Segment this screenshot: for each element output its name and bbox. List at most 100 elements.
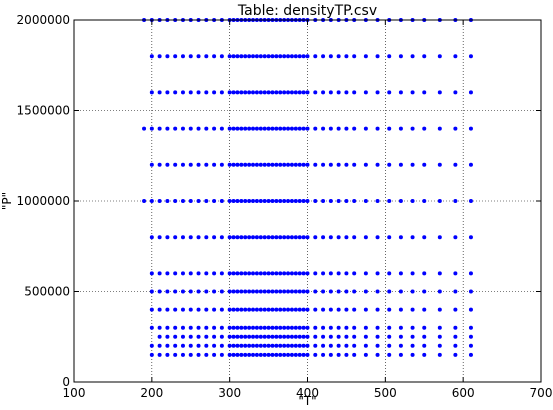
data-point	[266, 199, 271, 203]
data-point	[453, 90, 458, 95]
data-point	[270, 126, 275, 131]
data-point	[387, 334, 392, 339]
data-point	[204, 90, 209, 95]
data-point	[157, 289, 162, 294]
x-tick-label: 300	[218, 386, 241, 400]
data-point	[422, 289, 427, 294]
data-point	[321, 162, 326, 167]
data-point	[251, 289, 256, 294]
data-point	[375, 343, 380, 348]
data-point	[204, 343, 209, 348]
x-axis-label: "T"	[298, 394, 316, 408]
data-point	[262, 126, 267, 131]
data-point	[270, 271, 275, 276]
data-point	[301, 289, 306, 294]
data-point	[468, 325, 473, 330]
data-point	[437, 162, 442, 167]
data-point	[235, 289, 240, 294]
data-point	[468, 352, 473, 357]
data-point	[313, 271, 318, 276]
data-point	[262, 325, 267, 330]
data-point	[266, 126, 271, 131]
data-point	[235, 235, 240, 240]
data-point	[239, 54, 244, 59]
data-point	[344, 126, 349, 131]
data-point	[180, 235, 185, 240]
data-point	[180, 334, 185, 339]
data-point	[301, 235, 306, 240]
data-point	[247, 90, 252, 95]
data-point	[305, 199, 310, 203]
data-point	[453, 271, 458, 276]
data-point	[398, 199, 403, 203]
data-point	[422, 307, 427, 312]
data-point	[422, 343, 427, 348]
data-point	[293, 352, 298, 357]
data-point	[262, 289, 267, 294]
data-point	[387, 199, 392, 203]
data-point	[293, 235, 298, 240]
data-point	[227, 54, 232, 59]
data-point	[321, 199, 326, 203]
data-point	[254, 90, 259, 95]
data-point	[352, 90, 357, 95]
data-point	[344, 271, 349, 276]
data-point	[204, 307, 209, 312]
data-point	[254, 162, 259, 167]
data-point	[258, 352, 263, 357]
data-point	[398, 162, 403, 167]
data-point	[173, 352, 178, 357]
data-point	[274, 334, 279, 339]
data-point	[239, 90, 244, 95]
data-point	[247, 126, 252, 131]
data-point	[212, 90, 217, 95]
data-point	[398, 90, 403, 95]
data-point	[301, 54, 306, 59]
data-point	[289, 289, 294, 294]
data-point	[227, 271, 232, 276]
data-point	[239, 271, 244, 276]
data-point	[387, 162, 392, 167]
data-point	[344, 54, 349, 59]
data-point	[293, 334, 298, 339]
data-point	[410, 90, 415, 95]
data-point	[410, 325, 415, 330]
data-point	[282, 325, 287, 330]
data-point	[262, 54, 267, 59]
data-point	[235, 325, 240, 330]
data-point	[289, 307, 294, 312]
data-point	[227, 162, 232, 167]
data-point	[305, 307, 310, 312]
data-point	[212, 271, 217, 276]
data-point	[180, 54, 185, 59]
data-point	[142, 126, 147, 131]
data-point	[262, 199, 267, 203]
data-point	[239, 289, 244, 294]
data-point	[157, 343, 162, 348]
data-point	[262, 352, 267, 357]
data-point	[305, 90, 310, 95]
data-point	[387, 289, 392, 294]
data-point	[289, 271, 294, 276]
data-point	[410, 343, 415, 348]
data-point	[336, 235, 341, 240]
data-point	[165, 162, 170, 167]
data-point	[239, 199, 244, 203]
data-point	[293, 307, 298, 312]
data-point	[247, 325, 252, 330]
data-point	[188, 289, 193, 294]
data-point	[180, 289, 185, 294]
data-point	[468, 199, 473, 203]
data-point	[204, 334, 209, 339]
data-point	[352, 271, 357, 276]
data-point	[204, 352, 209, 357]
data-point	[305, 352, 310, 357]
data-point	[173, 325, 178, 330]
data-point	[278, 162, 283, 167]
data-point	[212, 126, 217, 131]
data-point	[262, 235, 267, 240]
data-point	[231, 325, 236, 330]
data-point	[173, 199, 178, 203]
data-point	[196, 289, 201, 294]
data-point	[437, 54, 442, 59]
